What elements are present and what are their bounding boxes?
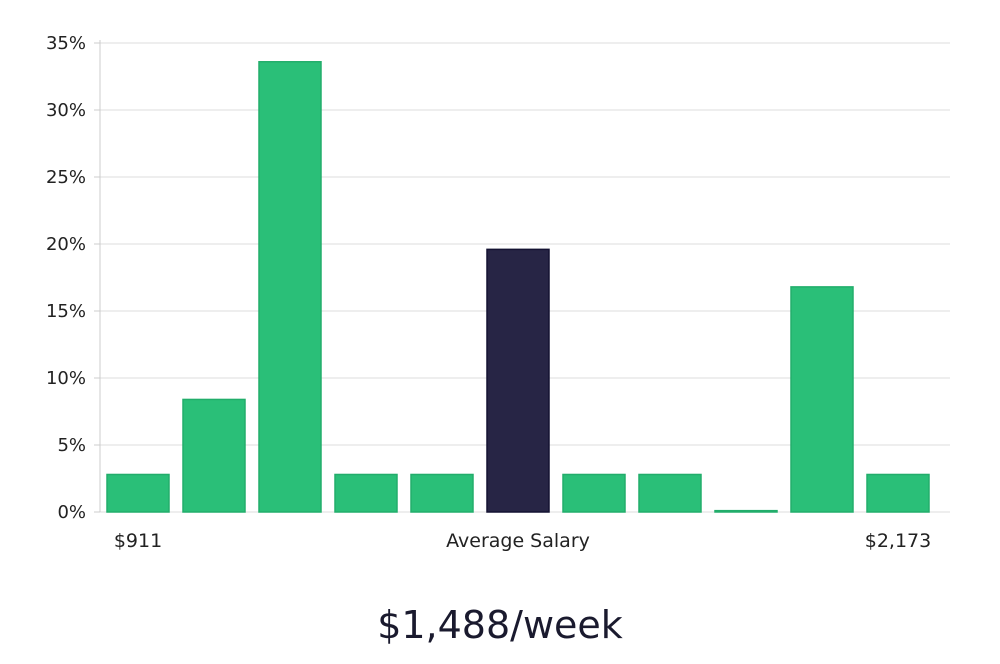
bar xyxy=(182,398,246,513)
x-annotations: $911 Average Salary $2,173 xyxy=(114,530,931,552)
y-tick-label: 30% xyxy=(46,100,86,121)
average-salary-label: Average Salary xyxy=(446,530,590,552)
bar xyxy=(866,473,930,513)
bar-layer xyxy=(106,61,930,513)
min-salary-label: $911 xyxy=(114,530,162,552)
bar xyxy=(410,473,474,513)
y-tick-label: 0% xyxy=(57,502,86,523)
y-tick-labels: 0% 5% 10% 15% 20% 25% 30% 35% xyxy=(46,33,100,523)
bar xyxy=(258,61,322,513)
bar xyxy=(638,473,702,513)
bar xyxy=(334,473,398,513)
bar xyxy=(714,509,778,513)
average-salary-value: $1,488/week xyxy=(377,603,623,647)
y-tick-label: 5% xyxy=(57,435,86,456)
y-tick-label: 20% xyxy=(46,234,86,255)
bar xyxy=(790,286,854,513)
bar xyxy=(562,473,626,513)
bar xyxy=(106,473,170,513)
max-salary-label: $2,173 xyxy=(865,530,931,552)
y-tick-label: 35% xyxy=(46,33,86,54)
y-tick-label: 25% xyxy=(46,167,86,188)
bar-average-highlight xyxy=(486,248,550,513)
y-tick-label: 15% xyxy=(46,301,86,322)
y-tick-label: 10% xyxy=(46,368,86,389)
